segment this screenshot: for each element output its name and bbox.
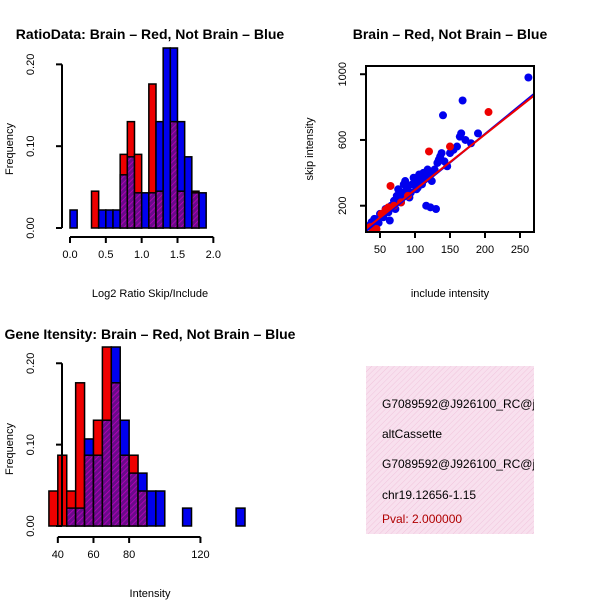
scatter-points	[366, 73, 534, 232]
brain-point	[425, 147, 433, 156]
intensity-y-tick-label: 0.10	[25, 434, 37, 455]
not-brain-point	[432, 204, 440, 213]
not-brain-point	[439, 111, 447, 120]
ratio-histogram: RatioData: Brain – Red, Not Brain – Blue…	[4, 26, 284, 300]
ratio-axes: 0.0 0.5 1.0 1.5 2.0 0.00 0.10 0.20	[25, 54, 221, 261]
brain-point	[484, 108, 493, 117]
scatter-y-tick-label: 600	[337, 131, 349, 149]
ratio-bar	[112, 209, 121, 229]
ratio-bar	[69, 209, 78, 229]
ratio-y-tick-label: 0.10	[25, 135, 37, 156]
ratio-x-axis-label: Log2 Ratio Skip/Include	[92, 288, 208, 300]
intensity-overlap-bar	[65, 507, 77, 527]
intensity-overlap-bar	[101, 419, 113, 527]
scatter-y-tick-label: 200	[337, 197, 349, 215]
scatter-x-tick-label: 100	[406, 244, 424, 256]
ratio-bar	[198, 192, 207, 229]
brain-point	[372, 225, 381, 232]
ratio-bar	[183, 156, 193, 229]
ratio-bar	[90, 190, 100, 229]
ratio-bars	[69, 47, 207, 229]
not-brain-point	[453, 142, 461, 151]
scatter-plot: Brain – Red, Not Brain – Blue 50 100 150 20…	[304, 26, 547, 300]
intensity-overlap-bar	[83, 454, 95, 527]
intensity-bar	[74, 382, 86, 527]
not-brain-point	[467, 139, 475, 148]
intensity-x-tick-label: 80	[123, 549, 135, 561]
intensity-x-tick-label: 60	[87, 549, 99, 561]
not-brain-point	[524, 73, 533, 82]
intensity-y-axis-label: Frequency	[4, 423, 16, 475]
scatter-x-axis-label: include intensity	[411, 288, 490, 300]
ratio-overlap-bar	[176, 190, 186, 229]
scatter-chart-title: Brain – Red, Not Brain – Blue	[353, 26, 548, 42]
intensity-histogram: Gene Itensity: Brain – Red, Not Brain – …	[4, 326, 296, 600]
info-panel: G7089592@J926100_RC@j_at altCassette G70…	[366, 366, 552, 534]
ratio-chart-title: RatioData: Brain – Red, Not Brain – Blue	[16, 26, 285, 42]
info-probe-id-repeat: G7089592@J926100_RC@j_at	[382, 457, 552, 471]
scatter-y-tick-label: 1000	[337, 62, 349, 86]
ratio-bar	[97, 209, 107, 229]
intensity-overlap-bar	[110, 382, 121, 527]
scatter-axes: 50 100 150 200 250 200 600 1000	[337, 62, 529, 256]
ratio-x-tick-label: 0.0	[62, 249, 77, 261]
intensity-overlap-bar	[92, 454, 104, 527]
info-panel-background	[366, 366, 534, 534]
intensity-overlap-bar	[128, 472, 139, 527]
ratio-overlap-bar	[119, 174, 129, 229]
ratio-x-tick-label: 1.5	[170, 249, 185, 261]
info-panel-box: G7089592@J926100_RC@j_at altCassette G70…	[366, 366, 552, 534]
scatter-x-tick-label: 250	[511, 244, 529, 256]
scatter-x-tick-label: 150	[441, 244, 459, 256]
brain-point	[386, 181, 395, 190]
not-brain-point	[437, 149, 446, 158]
intensity-y-tick-label: 0.00	[25, 515, 37, 536]
scatter-y-axis-label: skip intensity	[304, 117, 316, 180]
intensity-bar	[181, 507, 193, 527]
ratio-y-tick-label: 0.20	[25, 54, 37, 75]
intensity-y-tick-label: 0.20	[25, 353, 37, 374]
ratio-x-tick-label: 0.5	[98, 249, 113, 261]
intensity-chart-title: Gene Itensity: Brain – Red, Not Brain – …	[5, 326, 296, 342]
info-event-type: altCassette	[382, 427, 442, 441]
intensity-bar	[155, 490, 166, 527]
intensity-overlap-bar	[119, 454, 130, 527]
scatter-x-tick-label: 200	[476, 244, 494, 256]
info-location: chr19.12656-1.15	[382, 488, 476, 502]
brain-point	[446, 142, 454, 151]
ratio-overlap-bar	[133, 192, 143, 229]
brain-fit-line	[366, 94, 534, 230]
ratio-overlap-bar	[169, 120, 179, 229]
ratio-overlap-bar	[191, 192, 200, 229]
not-brain-point	[457, 129, 466, 138]
ratio-bar	[162, 47, 172, 229]
ratio-overlap-bar	[148, 192, 157, 229]
intensity-bar	[235, 507, 246, 527]
ratio-y-axis-label: Frequency	[4, 123, 16, 175]
ratio-x-tick-label: 1.0	[134, 249, 149, 261]
intensity-bars	[48, 346, 246, 527]
not-brain-point	[474, 129, 482, 138]
ratio-bar	[105, 209, 114, 229]
ratio-bar	[140, 192, 150, 229]
not-brain-point	[458, 96, 467, 105]
ratio-overlap-bar	[155, 190, 164, 229]
intensity-overlap-bar	[137, 490, 148, 527]
intensity-axes: 40 60 80 120 0.00 0.10 0.20	[25, 353, 210, 561]
info-probe-id: G7089592@J926100_RC@j_at	[382, 397, 552, 411]
ratio-y-tick-label: 0.00	[25, 217, 37, 238]
ratio-x-tick-label: 2.0	[206, 249, 221, 261]
intensity-x-tick-label: 40	[52, 549, 64, 561]
intensity-overlap-bar	[74, 507, 86, 527]
not-brain-point	[385, 216, 394, 225]
intensity-x-tick-label: 120	[191, 549, 209, 561]
intensity-bar	[48, 490, 59, 527]
intensity-x-axis-label: Intensity	[130, 588, 171, 600]
intensity-bar	[146, 490, 157, 527]
scatter-x-tick-label: 50	[374, 244, 386, 256]
ratio-overlap-bar	[126, 156, 136, 229]
info-pval: Pval: 2.000000	[382, 512, 462, 526]
